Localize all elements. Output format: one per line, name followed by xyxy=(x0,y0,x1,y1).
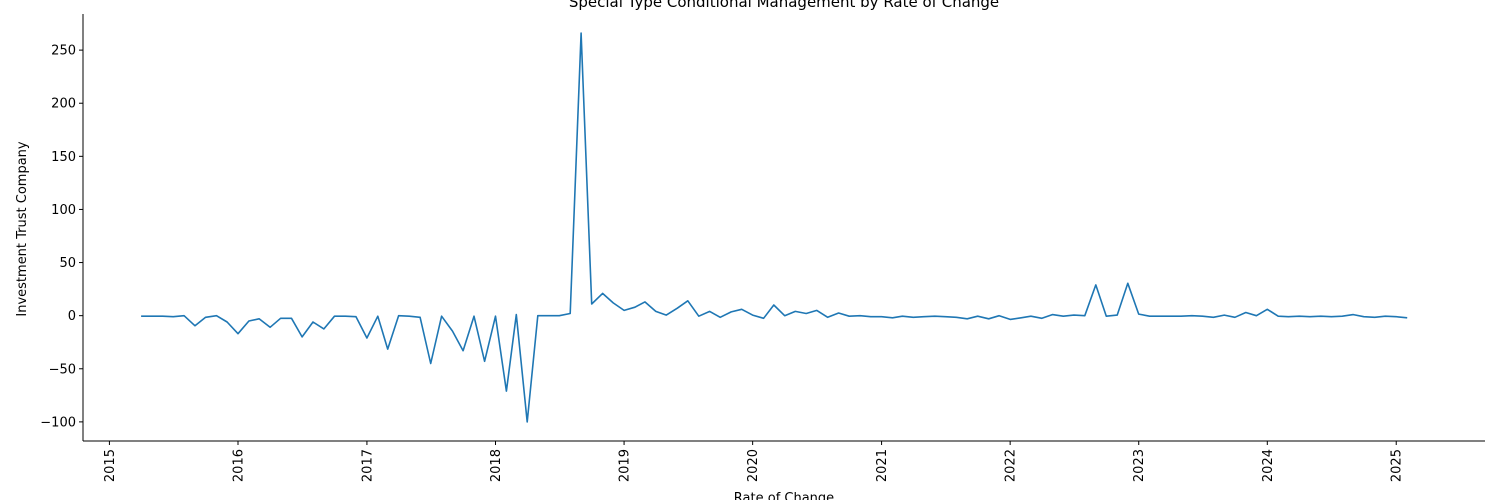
x-tick-label: 2025 xyxy=(1390,449,1405,482)
x-tick-label: 2022 xyxy=(1004,449,1019,482)
y-axis-title: Investment Trust Company xyxy=(15,141,30,317)
series-line xyxy=(141,32,1408,423)
x-tick-label: 2020 xyxy=(746,449,761,482)
y-tick-label: 0 xyxy=(68,309,76,324)
chart-title: Special Type Conditional Management by R… xyxy=(569,0,999,11)
x-tick-label: 2023 xyxy=(1132,449,1147,482)
x-tick-label: 2015 xyxy=(103,449,118,482)
x-tick-label: 2016 xyxy=(231,449,246,482)
y-tick-label: 150 xyxy=(51,150,76,165)
y-tick-label: 200 xyxy=(51,97,76,112)
y-tick-label: 250 xyxy=(51,44,76,59)
x-axis-title: Rate of Change xyxy=(734,491,834,500)
x-tick-label: 2018 xyxy=(489,449,504,482)
x-tick-label: 2019 xyxy=(618,449,633,482)
series-group xyxy=(141,32,1408,423)
y-tick-label: 100 xyxy=(51,203,76,218)
x-tick-label: 2021 xyxy=(875,449,890,482)
x-axis-ticks: 2015 2016 2017 2018 2019 2020 2021 2022 2023 2024… xyxy=(103,441,1405,482)
y-tick-label: −50 xyxy=(49,362,76,377)
x-tick-label: 2024 xyxy=(1261,449,1276,482)
y-axis-ticks: −100 −50 0 50 100 150 200 250 xyxy=(40,44,83,430)
x-tick-label: 2017 xyxy=(360,449,375,482)
y-tick-label: −100 xyxy=(40,415,76,430)
y-tick-label: 50 xyxy=(59,256,76,271)
